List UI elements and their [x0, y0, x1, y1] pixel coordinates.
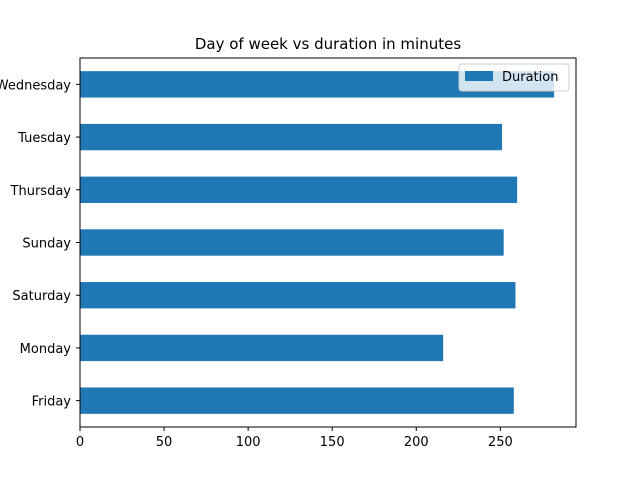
legend-box	[458, 63, 570, 92]
bar-friday	[80, 387, 514, 414]
x-tick-label: 200	[404, 435, 429, 450]
y-tick-label: Saturday	[12, 289, 71, 304]
legend: Duration	[458, 63, 570, 92]
bar-sunday	[80, 229, 504, 256]
axes-group: Friday Monday Saturday Sunday Thursday Tuesda…	[0, 78, 513, 450]
x-tick-label: 0	[76, 435, 84, 450]
y-tick-label: Monday	[20, 342, 72, 357]
plot-frame	[79, 57, 577, 428]
x-tick-label: 100	[236, 435, 261, 450]
y-tick-label: Wednesday	[0, 78, 71, 93]
y-tick-label: Friday	[32, 395, 72, 410]
bar-monday	[80, 334, 444, 362]
legend-label: Duration	[502, 70, 558, 85]
bars-group	[80, 71, 555, 414]
bar-saturday	[80, 282, 516, 309]
chart-title: Day of week vs duration in minutes	[195, 35, 461, 53]
y-tick-label: Thursday	[10, 184, 72, 199]
x-tick-label: 250	[488, 435, 513, 450]
x-tick-label: 50	[156, 435, 173, 450]
y-tick-label: Sunday	[22, 237, 71, 252]
x-tick-label: 150	[320, 435, 345, 450]
bar-thursday	[80, 176, 518, 203]
legend-swatch	[465, 71, 493, 81]
y-tick-label: Tuesday	[17, 131, 71, 146]
bar-tuesday	[80, 123, 503, 151]
